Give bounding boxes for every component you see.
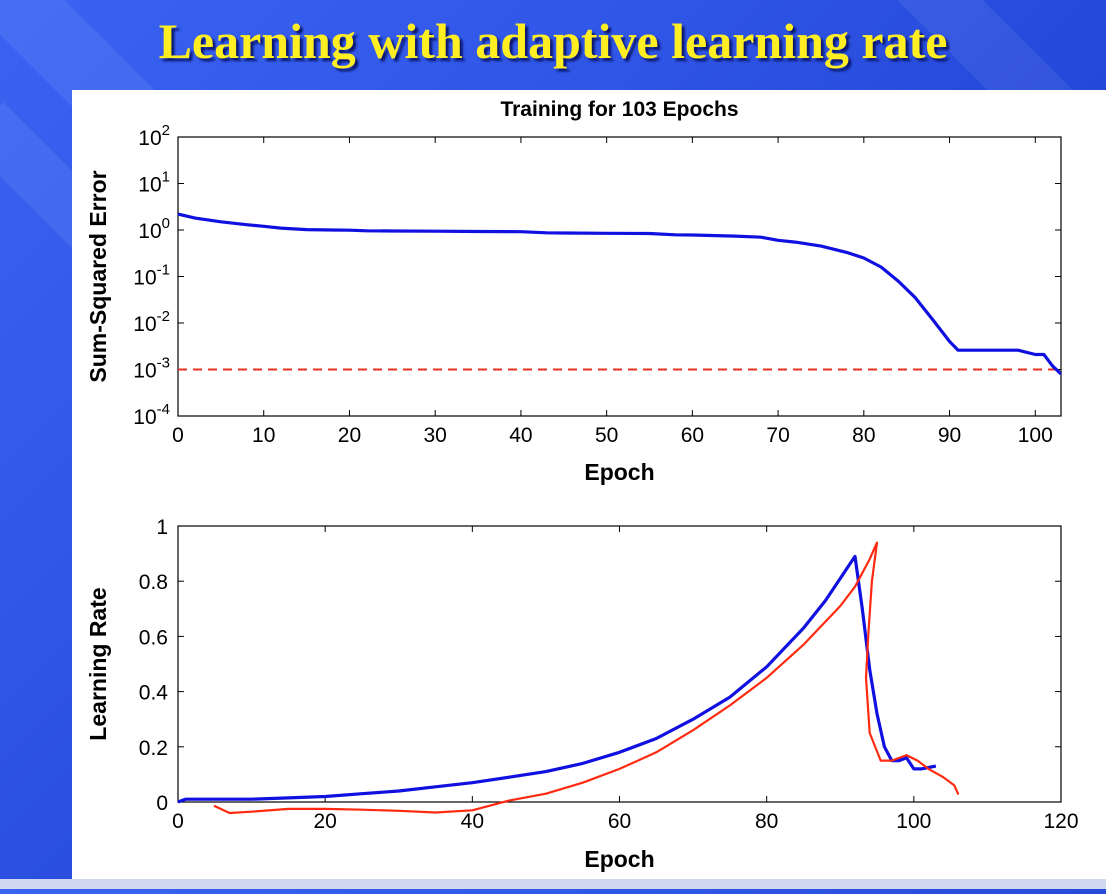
figure-panel: 0 10 20 30 40 50 60 70 80 90 100 102 101 100 10-1 10-2 1… xyxy=(72,90,1106,889)
y-axis-label: Learning Rate xyxy=(85,587,111,740)
charts-svg: 0 10 20 30 40 50 60 70 80 90 10010210110010-110-21… xyxy=(85,98,1079,872)
x-tick-label: 90 xyxy=(938,424,961,447)
x-tick-label: 0 xyxy=(172,424,184,447)
y-tick-label: 0.8 xyxy=(139,571,168,594)
y-tick-label: 102 xyxy=(138,122,170,150)
y-tick-label: 1 xyxy=(156,516,168,539)
plot-area xyxy=(177,136,1062,417)
x-tick-label: 60 xyxy=(608,810,631,833)
x-tick-label: 80 xyxy=(852,424,875,447)
x-tick-label: 10 xyxy=(252,424,275,447)
x-tick-label: 100 xyxy=(896,810,931,833)
y-tick-label: 10-1 xyxy=(133,262,170,290)
x-tick-label: 60 xyxy=(681,424,704,447)
x-tick-label: 0 xyxy=(172,810,184,833)
error-series-line xyxy=(177,212,1063,376)
y-tick-label: 10-4 xyxy=(133,401,170,429)
y-tick-label: 0.2 xyxy=(139,737,168,760)
y-tick-label: 10-2 xyxy=(133,308,170,336)
y-tick-label: 0.6 xyxy=(139,626,168,649)
hand-drawn-annotation xyxy=(213,541,960,815)
x-tick-label: 40 xyxy=(461,810,484,833)
x-tick-label: 20 xyxy=(338,424,361,447)
y-tick-label: 101 xyxy=(138,169,170,197)
plot-area xyxy=(177,525,1062,803)
x-tick-label: 50 xyxy=(595,424,618,447)
x-tick-label: 70 xyxy=(766,424,789,447)
y-tick-label: 100 xyxy=(138,215,170,243)
y-tick-label: 0 xyxy=(156,792,168,815)
bottom-strip xyxy=(0,879,1106,889)
learning-rate-series-line xyxy=(177,554,937,804)
x-axis-label: Epoch xyxy=(584,846,654,872)
x-tick-label: 120 xyxy=(1043,810,1078,833)
chart-title: Training for 103 Epochs xyxy=(500,98,738,121)
x-tick-label: 40 xyxy=(509,424,532,447)
x-tick-label: 100 xyxy=(1018,424,1053,447)
x-tick-label: 80 xyxy=(755,810,778,833)
y-tick-label: 10-3 xyxy=(133,355,170,383)
slide-title: Learning with adaptive learning rate xyxy=(158,13,948,69)
y-axis-label: Sum-Squared Error xyxy=(85,170,111,382)
y-tick-label: 0.4 xyxy=(139,682,169,705)
x-tick-label: 20 xyxy=(313,810,336,833)
x-axis-label: Epoch xyxy=(584,459,654,485)
x-tick-label: 30 xyxy=(424,424,447,447)
